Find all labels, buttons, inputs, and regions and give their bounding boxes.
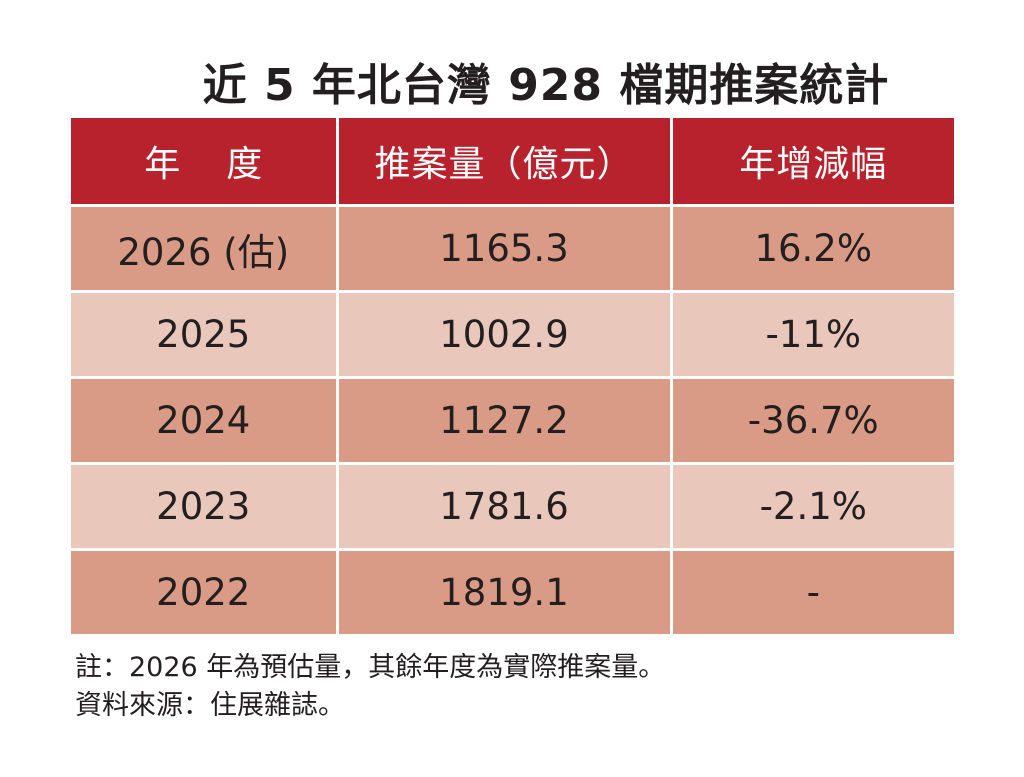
cell-year: 2025 xyxy=(71,290,339,379)
presale-stats-table: 年度 推案量（億元） 年增減幅 2026 (估) 1165.3 16.2% 20… xyxy=(71,118,954,634)
footnote-source: 資料來源：住展雜誌。 xyxy=(75,690,345,721)
table-row: 2024 1127.2 -36.7% xyxy=(71,376,954,465)
cell-year: 2023 xyxy=(71,462,339,551)
cell-year: 2024 xyxy=(71,376,339,465)
table-row: 2022 1819.1 - xyxy=(71,548,954,634)
header-year-char-1: 年 xyxy=(144,144,181,185)
header-amount: 推案量（億元） xyxy=(335,118,673,207)
cell-change: -36.7% xyxy=(669,376,954,465)
cell-amount: 1819.1 xyxy=(335,548,673,634)
header-change: 年增減幅 xyxy=(669,118,954,207)
table-row: 2023 1781.6 -2.1% xyxy=(71,462,954,551)
cell-change: -11% xyxy=(669,290,954,379)
footnote-estimate: 註：2026 年為預估量，其餘年度為實際推案量。 xyxy=(75,652,666,683)
cell-year: 2026 (估) xyxy=(71,204,339,293)
table-row: 2025 1002.9 -11% xyxy=(71,290,954,379)
cell-change: 16.2% xyxy=(669,204,954,293)
cell-change: - xyxy=(669,548,954,634)
cell-amount: 1002.9 xyxy=(335,290,673,379)
cell-year: 2022 xyxy=(71,548,339,634)
table-row: 2026 (估) 1165.3 16.2% xyxy=(71,204,954,293)
cell-amount: 1127.2 xyxy=(335,376,673,465)
cell-change: -2.1% xyxy=(669,462,954,551)
table-header-row: 年度 推案量（億元） 年增減幅 xyxy=(71,118,954,207)
page-title: 近 5 年北台灣 928 檔期推案統計 xyxy=(202,60,890,111)
cell-amount: 1165.3 xyxy=(335,204,673,293)
header-year: 年度 xyxy=(71,118,339,207)
footnotes: 註：2026 年為預估量，其餘年度為實際推案量。 資料來源：住展雜誌。 xyxy=(75,649,665,725)
cell-amount: 1781.6 xyxy=(335,462,673,551)
header-year-char-2: 度 xyxy=(226,144,263,185)
